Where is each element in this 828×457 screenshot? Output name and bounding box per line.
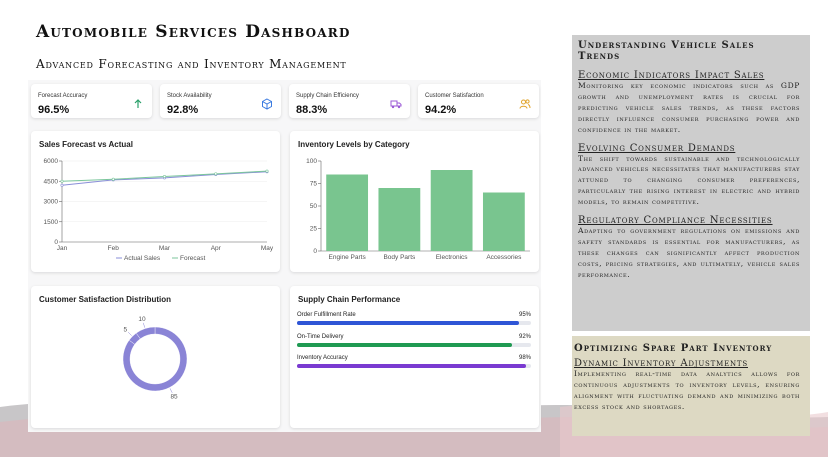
y-tick-label: 3000 [44, 199, 59, 206]
satisfaction-donut-chart: 85 5 10 [122, 316, 188, 400]
supply-chain-title: Supply Chain Performance [298, 295, 401, 304]
satisfaction-chart-title: Customer Satisfaction Distribution [39, 295, 172, 304]
metric-value: 92% [518, 334, 531, 340]
kpi-label: Supply Chain Efficiency [296, 93, 359, 99]
trending-up-icon [134, 99, 142, 108]
truck-icon [390, 100, 402, 109]
data-point [163, 175, 167, 179]
page-subtitle: Advanced Forecasting and Inventory Manag… [36, 57, 347, 71]
x-tick-label: Feb [108, 245, 120, 252]
inventory-levels-card: Inventory Levels by Category 0 25 50 75 100 E… [290, 131, 539, 272]
kpi-card-customer-satisfaction[interactable]: Customer Satisfaction 94.2% [418, 84, 539, 118]
section-heading: Regulatory Compliance Necessities [578, 215, 773, 227]
x-tick-label: Body Parts [383, 254, 416, 261]
slice-leader-line [143, 322, 146, 328]
section-body: Monitoring key economic indicators such … [578, 81, 800, 134]
sales-forecast-card: Sales Forecast vs Actual 0 1500 3000 4500 60… [31, 131, 280, 272]
x-tick-label: Apr [211, 245, 222, 252]
cube-icon [262, 98, 272, 110]
progress-fill-on-time-delivery [297, 343, 513, 347]
sales-trends-panel: Understanding Vehicle Sales Trends Econo… [572, 35, 810, 331]
slice-label: 85 [170, 393, 178, 400]
x-tick-label: May [261, 245, 274, 252]
spare-part-inventory-panel: Optimizing Spare Part Inventory Dynamic … [572, 336, 810, 436]
y-tick-label: 75 [310, 181, 318, 188]
users-icon [519, 99, 531, 109]
data-point [60, 179, 64, 183]
x-tick-label: Accessories [486, 254, 522, 261]
progress-fill-order-fulfillment [297, 321, 520, 325]
section-body: The shift towards sustainable and techno… [578, 153, 800, 207]
page-title: Automobile Services Dashboard [36, 22, 351, 42]
progress-track [297, 343, 531, 347]
y-tick-label: 0 [313, 248, 317, 255]
inventory-bar-chart: 0 25 50 75 100 Engine Parts Body Parts Electron… [306, 158, 530, 261]
kpi-label: Forecast Accuracy [38, 93, 88, 99]
kpi-value: 88.3% [296, 104, 328, 116]
section-heading: Economic Indicators Impact Sales [578, 70, 765, 81]
inventory-chart-title: Inventory Levels by Category [298, 140, 410, 149]
kpi-card-forecast-accuracy[interactable]: Forecast Accuracy 96.5% [31, 84, 152, 118]
data-point [265, 169, 269, 173]
progress-track [297, 321, 531, 325]
bar-0 [326, 174, 369, 251]
y-tick-label: 0 [54, 239, 58, 246]
x-tick-label: Engine Parts [329, 254, 367, 261]
section-heading: Evolving Consumer Demands [578, 142, 736, 154]
x-tick-label: Mar [159, 245, 171, 252]
progress-track [297, 364, 531, 368]
y-tick-label: 4500 [44, 178, 59, 185]
bar-3 [482, 192, 525, 251]
slice-label: 10 [138, 316, 146, 323]
data-point [111, 177, 115, 181]
x-tick-label: Electronics [436, 254, 469, 261]
section-body: Adapting to government regulations on em… [578, 226, 800, 279]
section-heading: Dynamic Inventory Adjustments [574, 358, 748, 369]
y-tick-label: 50 [310, 203, 318, 210]
supply-chain-card: Supply Chain Performance Order Fulfillme… [290, 286, 539, 428]
bar-2 [430, 170, 473, 251]
data-point [214, 172, 218, 176]
kpi-value: 96.5% [38, 104, 70, 116]
slice-leader-line [127, 331, 132, 336]
y-tick-label: 25 [310, 226, 318, 233]
kpi-label: Customer Satisfaction [425, 93, 484, 99]
y-tick-label: 6000 [44, 158, 59, 165]
metric-value: 98% [518, 355, 531, 361]
legend-label: Actual Sales [124, 255, 161, 262]
kpi-value: 92.8% [167, 104, 199, 116]
kpi-card-supply-chain-efficiency[interactable]: Supply Chain Efficiency 88.3% [289, 84, 410, 118]
bar-1 [378, 188, 421, 251]
legend-label: Forecast [180, 255, 205, 262]
metric-label: Order Fulfillment Rate [297, 312, 356, 318]
kpi-card-stock-availability[interactable]: Stock Availability 92.8% [160, 84, 281, 118]
metric-label: On-Time Delivery [297, 334, 344, 340]
donut-slice-2 [135, 326, 156, 340]
sales-chart-title: Sales Forecast vs Actual [39, 140, 133, 149]
sales-trends-title: Understanding Vehicle Sales Trends [578, 40, 755, 62]
kpi-label: Stock Availability [167, 93, 212, 99]
x-tick-label: Jan [57, 245, 68, 252]
y-tick-label: 100 [306, 158, 317, 165]
metric-value: 95% [518, 312, 531, 318]
section-body: Implementing real-time data analytics al… [574, 369, 800, 411]
spare-part-title: Optimizing Spare Part Inventory [574, 343, 773, 354]
sales-line-chart: 0 1500 3000 4500 6000 Jan Feb Mar Apr May Actual S… [44, 158, 274, 262]
data-point [60, 183, 64, 187]
slice-label: 5 [123, 326, 127, 333]
slice-leader-line [169, 388, 173, 393]
y-tick-label: 1500 [44, 219, 59, 226]
kpi-value: 94.2% [425, 104, 457, 116]
customer-satisfaction-card: Customer Satisfaction Distribution 85 5 10 [31, 286, 280, 428]
metric-label: Inventory Accuracy [297, 355, 348, 361]
progress-fill-inventory-accuracy [297, 364, 527, 368]
